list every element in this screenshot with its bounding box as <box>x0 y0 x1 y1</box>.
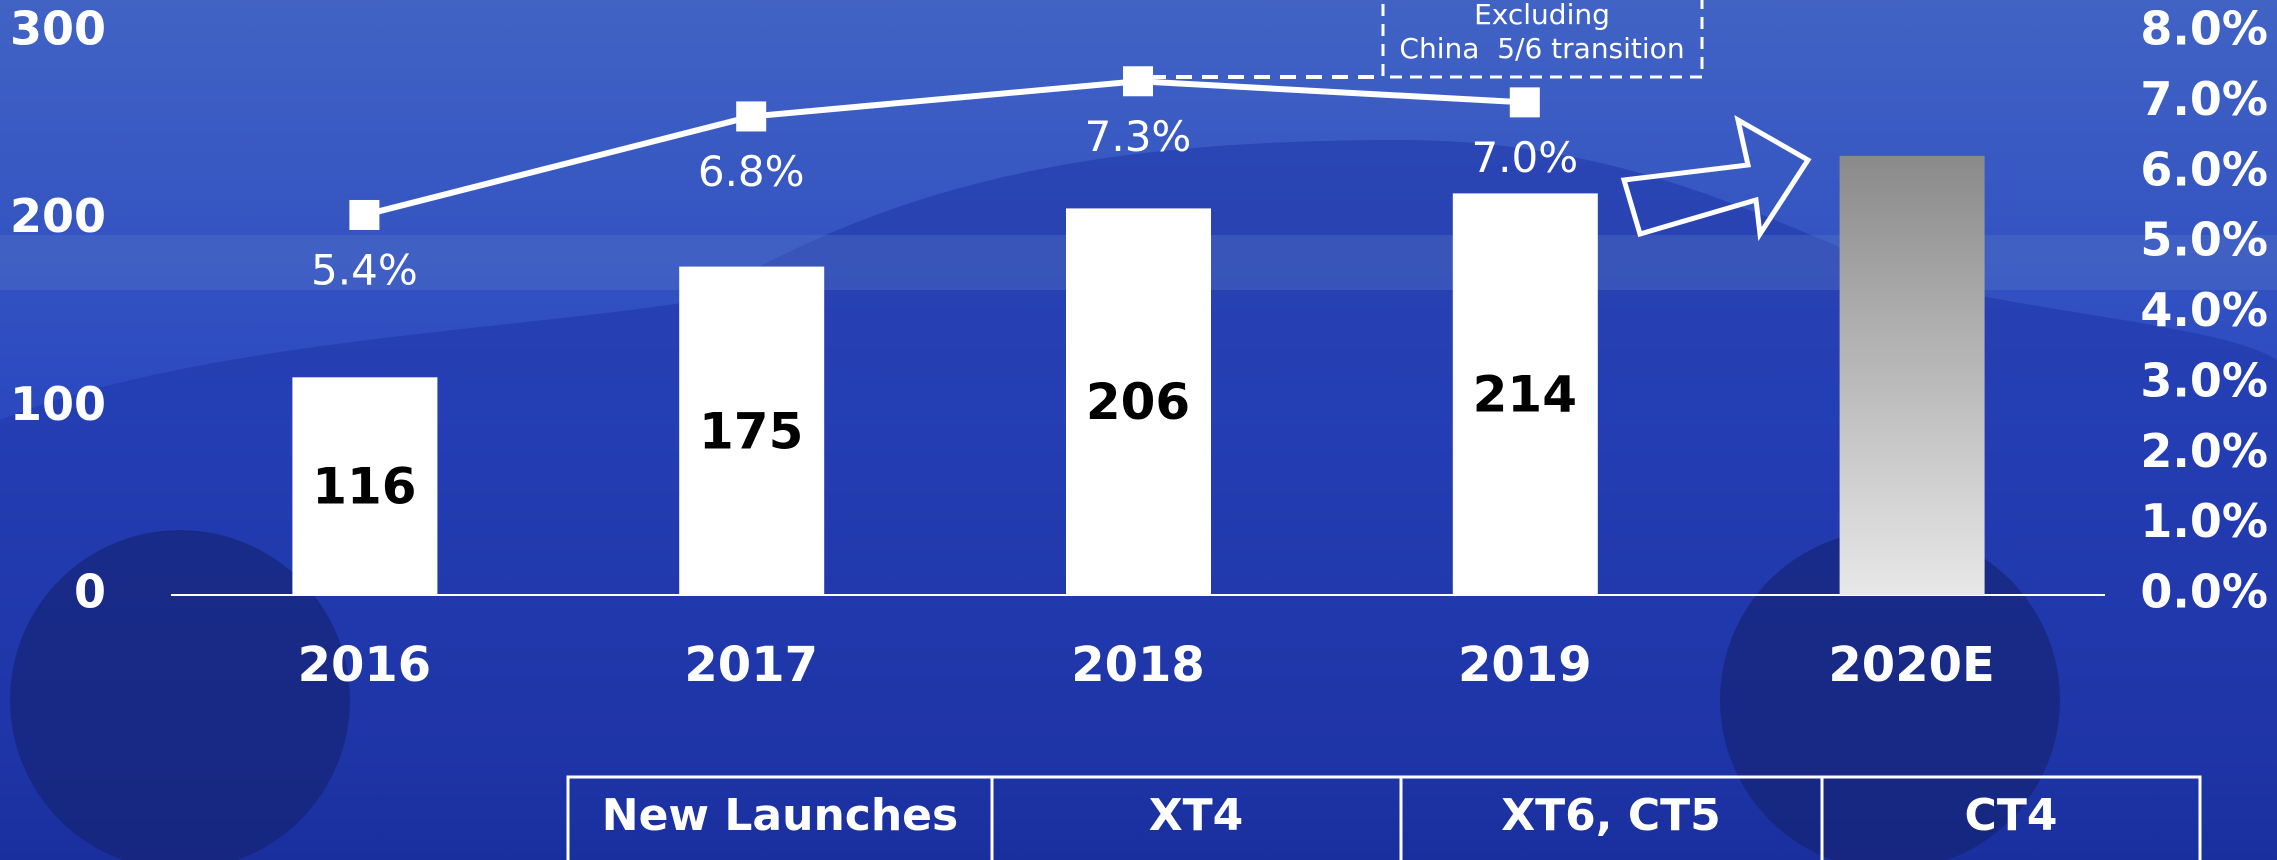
line-marker <box>1123 66 1153 96</box>
bar-value-label: 116 <box>312 458 416 516</box>
line-marker <box>736 101 766 131</box>
y-tick-label: 0 <box>74 565 106 619</box>
y2-tick-label: 1.0% <box>2140 494 2268 548</box>
x-tick-label: 2016 <box>298 637 432 693</box>
y-tick-label: 200 <box>10 189 106 243</box>
line-value-label: 7.3% <box>1085 112 1192 161</box>
launch-cell: CT4 <box>1965 790 2058 841</box>
bar-value-label: 206 <box>1086 373 1190 431</box>
page: {"chart_data": { "type": "bar", "categor… <box>0 0 2277 860</box>
y2-tick-label: 7.0% <box>2140 72 2268 126</box>
launch-cell: XT6, CT5 <box>1501 790 1721 841</box>
line-marker <box>1510 87 1540 117</box>
line-value-label: 6.8% <box>698 147 805 196</box>
launch-cell: XT4 <box>1149 790 1244 841</box>
y-tick-label: 300 <box>10 2 106 56</box>
y2-tick-label: 4.0% <box>2140 283 2268 337</box>
annotation-text: Excluding <box>1474 0 1610 31</box>
line-value-label: 7.0% <box>1471 133 1578 182</box>
line-marker <box>349 200 379 230</box>
y2-tick-label: 0.0% <box>2140 565 2268 619</box>
launch-cell: New Launches <box>602 790 958 841</box>
y2-tick-label: 8.0% <box>2140 2 2268 56</box>
x-tick-label: 2018 <box>1071 637 1205 693</box>
bar-value-label: 214 <box>1473 366 1577 424</box>
line-value-label: 5.4% <box>311 245 418 294</box>
x-tick-label: 2020E <box>1828 637 1994 693</box>
bar <box>1840 156 1985 595</box>
y2-tick-label: 5.0% <box>2140 213 2268 267</box>
x-tick-label: 2019 <box>1458 637 1592 693</box>
y-tick-label: 100 <box>10 377 106 431</box>
y2-tick-label: 6.0% <box>2140 142 2268 196</box>
x-tick-label: 2017 <box>684 637 818 693</box>
y2-tick-label: 3.0% <box>2140 353 2268 407</box>
annotation-text: China 5/6 transition <box>1399 32 1684 65</box>
bar-value-label: 175 <box>699 402 803 460</box>
chart: Excluding China 5/6 transition New Launc… <box>0 0 2277 860</box>
y2-tick-label: 2.0% <box>2140 424 2268 478</box>
